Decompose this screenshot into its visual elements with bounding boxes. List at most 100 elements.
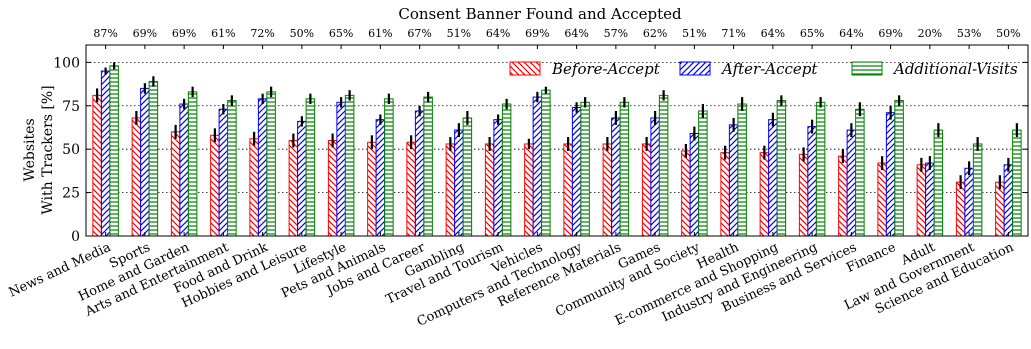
bar [798, 153, 809, 237]
top-percentage-label: 64% [486, 27, 510, 40]
y-tick-label: 75 [62, 99, 80, 115]
bar [776, 100, 787, 237]
bar [532, 96, 543, 237]
bar [650, 117, 660, 237]
top-percentage-label: 72% [250, 27, 274, 40]
legend-swatch [851, 61, 883, 76]
bar [406, 141, 416, 237]
bar [140, 87, 150, 237]
legend-label: Additional-Visits [892, 60, 1018, 78]
bar [925, 162, 935, 237]
top-percentage-label: 62% [643, 27, 667, 40]
bar [541, 89, 551, 237]
top-percentage-label: 64% [761, 27, 785, 40]
legend-label: Before-Accept [551, 60, 661, 78]
top-percentage-label: 87% [93, 27, 117, 40]
bar [933, 129, 944, 237]
bar [305, 98, 316, 237]
bar [641, 143, 652, 237]
bar [759, 152, 770, 237]
legend-swatch [509, 61, 541, 76]
bar [218, 108, 229, 237]
bar [815, 101, 826, 237]
top-percentage-label: 69% [525, 27, 549, 40]
top-percentage-label: 69% [172, 27, 196, 40]
bar [336, 101, 346, 237]
bar [454, 129, 464, 237]
bar [92, 94, 102, 237]
bar [148, 80, 159, 237]
bar [698, 110, 708, 237]
bar [728, 124, 739, 237]
top-percentage-label: 57% [604, 27, 628, 40]
bar [288, 140, 299, 237]
chart-title: Consent Banner Found and Accepted [398, 5, 682, 23]
bar [100, 70, 111, 237]
bar [838, 155, 848, 237]
bar [501, 103, 512, 237]
top-percentage-label: 69% [133, 27, 157, 40]
y-tick-label: 0 [71, 229, 80, 245]
plot-frame [85, 44, 1029, 237]
top-percentage-label: 61% [368, 27, 392, 40]
top-percentage-label: 69% [878, 27, 902, 40]
bar [210, 134, 220, 237]
top-percentage-label: 51% [447, 27, 471, 40]
bar [493, 119, 503, 237]
top-percentage-label: 50% [996, 27, 1020, 40]
bar [602, 143, 613, 237]
bar [658, 94, 669, 237]
bar [580, 101, 590, 237]
y-tick-label: 50 [62, 142, 80, 158]
legend-swatch [679, 61, 711, 76]
bar [131, 117, 142, 237]
bar [423, 96, 433, 237]
bar [720, 152, 730, 237]
bar [266, 91, 276, 237]
bar [563, 143, 573, 237]
bar [445, 143, 456, 237]
bar [170, 131, 181, 237]
bar [619, 101, 630, 237]
bar [681, 150, 691, 237]
y-axis-label-line1: Websites [22, 118, 38, 181]
legend: Before-Accept After-Accept Additional-Visi… [509, 60, 1018, 78]
bar [846, 129, 857, 237]
bar [297, 120, 307, 237]
axes: 0 25 50 75 100 [53, 44, 1029, 245]
y-tick-label: 100 [53, 55, 80, 71]
bar [257, 98, 268, 237]
top-percentage-label: 20% [918, 27, 942, 40]
bar [375, 119, 386, 237]
bar [995, 181, 1005, 237]
bar [737, 103, 747, 237]
bar [187, 91, 198, 237]
bar [1003, 164, 1014, 237]
top-percentage-label: 53% [957, 27, 981, 40]
top-percentage-label: 51% [682, 27, 706, 40]
top-percentage-labels: 87% 69% 69% 61% 72% 50% 65% 61% 67% 51% 64% 69% 64% 5… [93, 27, 1020, 40]
bar [877, 162, 887, 237]
bar [524, 143, 534, 237]
bar [955, 181, 966, 237]
bars [92, 62, 1022, 237]
bar [964, 167, 974, 237]
bar [807, 126, 817, 237]
bar [484, 143, 495, 237]
bar [367, 141, 377, 237]
bar [972, 143, 983, 237]
top-percentage-label: 65% [800, 27, 824, 40]
legend-label: After-Accept [720, 60, 818, 78]
bar [855, 108, 865, 237]
y-tick-label: 25 [62, 186, 80, 202]
top-percentage-label: 71% [721, 27, 745, 40]
bar [689, 133, 700, 237]
bar [109, 65, 119, 237]
bar [414, 110, 425, 237]
bar [916, 164, 927, 237]
top-percentage-label: 64% [564, 27, 588, 40]
bar [894, 100, 904, 237]
top-percentage-label: 50% [290, 27, 314, 40]
top-percentage-label: 67% [407, 27, 431, 40]
